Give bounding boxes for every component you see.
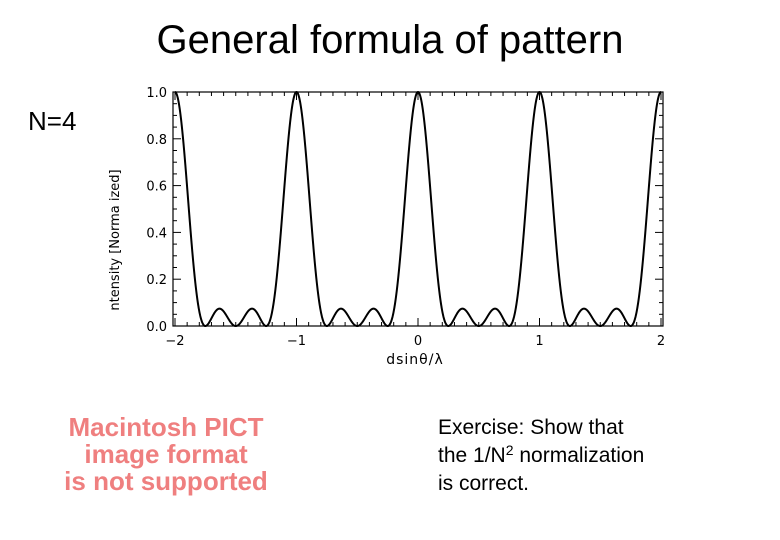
- x-tick-label: 0: [414, 334, 422, 349]
- y-tick-label: 0.8: [146, 133, 167, 148]
- y-tick-label: 0.0: [146, 320, 167, 335]
- exercise-line-2-prefix: the 1/N: [438, 444, 506, 467]
- x-tick-label: 2: [657, 334, 665, 349]
- intensity-plot: −2 −1 0 1 2 0.0 0.2 0.4 0.6 0.8 1.0 dsinθ/λ ntensi…: [108, 86, 665, 368]
- exercise-line-2-suffix: normalization: [513, 444, 645, 467]
- exercise-line-3: is correct.: [438, 472, 530, 495]
- exercise-text: Exercise: Show that the 1/N2 normalizati…: [438, 414, 758, 498]
- y-tick-label: 0.6: [146, 180, 167, 195]
- x-tick-label: −2: [165, 334, 184, 349]
- placeholder-line-1: Macintosh PICT: [68, 412, 264, 442]
- placeholder-line-2: image format: [84, 439, 248, 469]
- placeholder-line-3: is not supported: [64, 466, 268, 496]
- series-line-intensity: [174, 90, 662, 328]
- unsupported-image-placeholder: Macintosh PICT image format is not suppo…: [14, 414, 318, 495]
- exercise-line-2: the 1/N2 normalization: [438, 442, 758, 470]
- y-axis-label: ntensity [Norma ized]: [108, 169, 123, 310]
- tick-labels: −2 −1 0 1 2 0.0 0.2 0.4 0.6 0.8 1.0: [146, 86, 665, 349]
- y-tick-label: 0.4: [146, 226, 167, 241]
- n-label: N=4: [28, 106, 77, 136]
- exercise-superscript: 2: [505, 442, 514, 458]
- x-axis-label: dsinθ/λ: [386, 352, 444, 368]
- slide-title: General formula of pattern: [156, 18, 624, 62]
- x-tick-label: 1: [535, 334, 543, 349]
- y-tick-label: 0.2: [146, 273, 167, 288]
- exercise-line-1: Exercise: Show that: [438, 416, 624, 439]
- x-tick-label: −1: [287, 334, 306, 349]
- plot-axes: [172, 91, 664, 327]
- plot-frame: [172, 91, 664, 327]
- y-tick-label: 1.0: [146, 86, 167, 101]
